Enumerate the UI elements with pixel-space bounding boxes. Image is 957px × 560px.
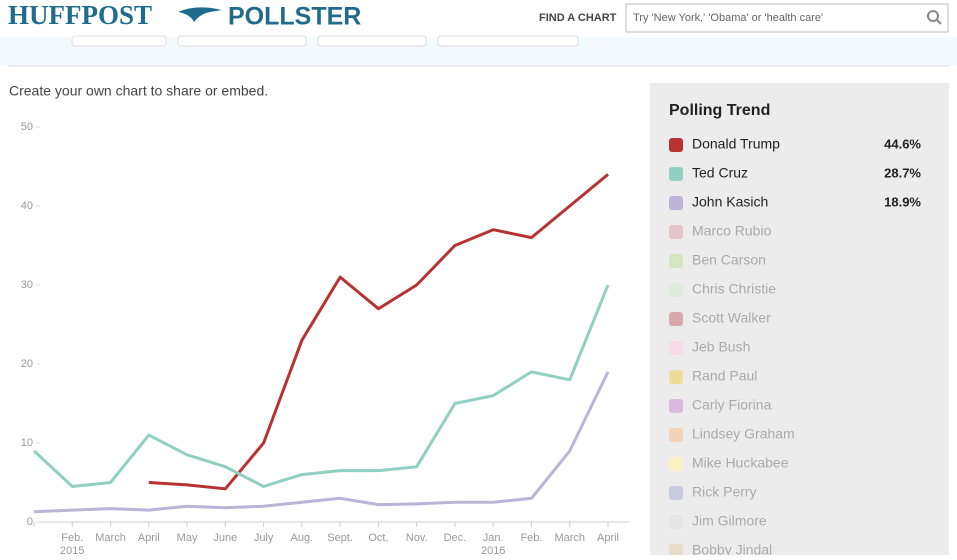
- x-tick-label: Jan. 2016: [481, 532, 505, 555]
- legend-swatch: [669, 283, 683, 297]
- series-line: [33, 371, 610, 514]
- legend-name[interactable]: Mike Huckabee: [692, 455, 789, 471]
- legend-name[interactable]: John Kasich: [692, 194, 768, 210]
- legend-name[interactable]: Jeb Bush: [692, 339, 750, 355]
- tab[interactable]: [71, 35, 167, 47]
- legend-value: 18.9%: [884, 194, 921, 209]
- legend-swatch: [669, 428, 683, 442]
- series-line: [32, 284, 610, 488]
- legend-swatch: [669, 167, 683, 181]
- y-tick-label: 0: [27, 516, 33, 528]
- x-tick-label: Oct.: [368, 532, 388, 544]
- legend-name[interactable]: Chris Christie: [692, 281, 776, 297]
- subtitle: Create your own chart to share or embed.: [9, 83, 268, 99]
- x-tick-label: March: [95, 532, 126, 544]
- legend-swatch: [669, 138, 683, 152]
- sidebar: [650, 83, 949, 555]
- x-tick-label: Feb. 2015: [60, 532, 84, 555]
- legend-name[interactable]: Donald Trump: [692, 136, 780, 152]
- legend-swatch: [669, 196, 683, 210]
- legend-swatch: [669, 370, 683, 384]
- legend-value: 44.6%: [884, 136, 921, 151]
- legend-swatch: [669, 457, 683, 471]
- legend-name[interactable]: Scott Walker: [692, 310, 771, 326]
- legend-name[interactable]: Ben Carson: [692, 252, 766, 268]
- legend-name[interactable]: Rand Paul: [692, 368, 757, 384]
- y-tick-label: 30: [21, 279, 33, 291]
- legend-value: 28.7%: [884, 165, 921, 180]
- legend-name[interactable]: Marco Rubio: [692, 223, 772, 239]
- legend-name[interactable]: Rick Perry: [692, 484, 757, 500]
- x-tick-label: March: [554, 532, 585, 544]
- sidebar-title: Polling Trend: [669, 102, 770, 119]
- x-tick-label: April: [138, 532, 160, 544]
- tab[interactable]: [437, 35, 579, 47]
- search-icon[interactable]: [927, 10, 939, 22]
- legend-swatch: [669, 225, 683, 239]
- legend-swatch: [669, 341, 683, 355]
- brand: HUFFPOST: [8, 0, 152, 30]
- y-tick-label: 20: [21, 358, 33, 370]
- legend-swatch: [669, 254, 683, 268]
- x-tick-label: June: [213, 532, 237, 544]
- find-label: FIND A CHART: [539, 12, 617, 24]
- search-icon-handle: [936, 19, 942, 25]
- legend-name[interactable]: Carly Fiorina: [692, 397, 772, 413]
- legend-swatch: [669, 544, 683, 558]
- legend-name[interactable]: Jim Gilmore: [692, 513, 767, 529]
- y-tick-label: 50: [21, 121, 33, 133]
- x-tick-label: Sept.: [327, 532, 353, 544]
- legend-swatch: [669, 486, 683, 500]
- tab[interactable]: [317, 35, 427, 47]
- x-tick-label: April: [597, 532, 619, 544]
- x-tick-label: Feb.: [520, 532, 542, 544]
- y-tick-label: 40: [21, 200, 33, 212]
- search-box[interactable]: [625, 3, 949, 33]
- legend-swatch: [669, 515, 683, 529]
- x-tick-label: Aug.: [291, 532, 314, 544]
- x-tick-label: July: [254, 532, 274, 544]
- legend-swatch: [669, 399, 683, 413]
- series-line: [148, 173, 609, 491]
- tab[interactable]: [177, 35, 307, 47]
- x-tick-label: Nov.: [406, 532, 428, 544]
- y-tick-label: 10: [21, 437, 33, 449]
- legend-name[interactable]: Ted Cruz: [692, 165, 748, 181]
- x-tick-label: May: [177, 532, 198, 544]
- product: POLLSTER: [228, 3, 361, 31]
- legend-swatch: [669, 312, 683, 326]
- legend-name[interactable]: Lindsey Graham: [692, 426, 795, 442]
- logo-bird: [178, 7, 222, 22]
- x-tick-label: Dec.: [444, 532, 467, 544]
- legend-name[interactable]: Bobby Jindal: [692, 542, 772, 558]
- search-placeholder: Try 'New York,' 'Obama' or 'health care': [633, 12, 823, 24]
